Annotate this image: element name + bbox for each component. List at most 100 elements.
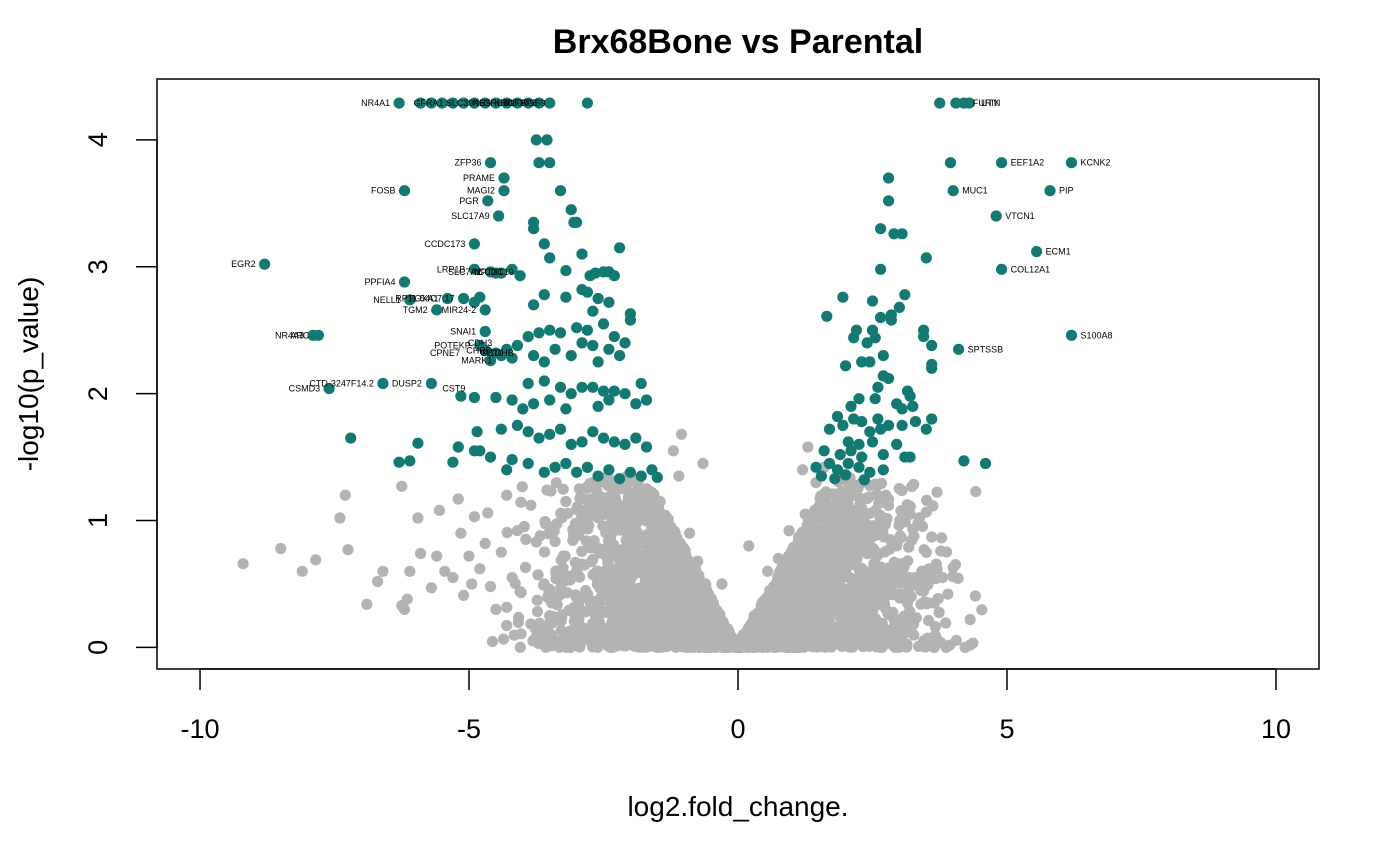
nonsignificant-point — [807, 527, 819, 539]
y-tick-label: 1 — [83, 513, 113, 528]
significant-point — [576, 337, 588, 349]
nonsignificant-point — [618, 637, 630, 650]
nonsignificant-point — [866, 603, 879, 616]
nonsignificant-point — [690, 635, 702, 647]
nonsignificant-point — [665, 521, 677, 533]
significant-point — [872, 413, 884, 425]
significant-point — [511, 419, 523, 431]
nonsignificant-point — [855, 628, 867, 640]
significant-point — [522, 426, 534, 438]
nonsignificant-point — [928, 597, 941, 609]
significant-point — [624, 314, 637, 326]
nonsignificant-point — [928, 641, 940, 654]
significant-point — [875, 263, 887, 275]
nonsignificant-point — [893, 619, 906, 631]
nonsignificant-point — [603, 476, 615, 488]
nonsignificant-point — [482, 507, 494, 519]
nonsignificant-point — [861, 572, 873, 584]
nonsignificant-point — [802, 441, 814, 453]
nonsignificant-point — [596, 509, 608, 521]
nonsignificant-point — [579, 559, 591, 571]
nonsignificant-point — [412, 512, 424, 524]
nonsignificant-point — [897, 636, 909, 648]
significant-point — [560, 403, 572, 415]
nonsignificant-point — [486, 636, 499, 648]
gene-label: VTCN1 — [1005, 211, 1035, 221]
significant-point — [635, 377, 647, 390]
nonsignificant-point — [940, 617, 952, 629]
nonsignificant-point — [616, 614, 628, 627]
significant-point — [608, 385, 620, 397]
significant-point — [538, 375, 550, 387]
nonsignificant-point — [857, 589, 869, 602]
nonsignificant-point — [772, 624, 784, 637]
nonsignificant-point — [652, 627, 664, 639]
x-tick-label: 10 — [1261, 714, 1291, 744]
significant-point — [926, 339, 938, 352]
significant-point — [603, 296, 615, 308]
nonsignificant-point — [805, 572, 817, 584]
nonsignificant-point — [555, 615, 567, 627]
gene-label: POTEKP — [434, 341, 471, 351]
nonsignificant-point — [793, 573, 805, 585]
nonsignificant-point — [667, 445, 680, 457]
nonsignificant-point — [926, 531, 938, 543]
nonsignificant-point — [520, 533, 532, 546]
nonsignificant-point — [515, 496, 527, 508]
nonsignificant-point — [568, 602, 580, 614]
significant-point — [501, 343, 513, 355]
nonsignificant-point — [920, 546, 932, 558]
nonsignificant-point — [646, 521, 658, 533]
significant-point — [501, 464, 513, 476]
nonsignificant-point — [856, 502, 868, 514]
nonsignificant-point — [651, 616, 663, 628]
nonsignificant-point — [684, 527, 696, 539]
nonsignificant-point — [635, 603, 647, 616]
significant-point — [479, 304, 491, 316]
significant-point — [398, 276, 411, 288]
significant-point — [571, 322, 583, 334]
significant-points — [259, 97, 1078, 486]
significant-point — [506, 263, 518, 275]
significant-point — [953, 343, 965, 355]
nonsignificant-point — [839, 587, 852, 599]
nonsignificant-point — [959, 641, 971, 654]
significant-point — [544, 157, 556, 169]
nonsignificant-point — [855, 637, 867, 649]
plot-frame — [156, 78, 1320, 670]
nonsignificant-point — [540, 641, 552, 653]
significant-point — [858, 474, 871, 486]
nonsignificant-point — [877, 563, 889, 575]
gene-label: CHRD — [466, 346, 492, 356]
significant-point — [861, 337, 873, 349]
nonsignificant-point — [501, 489, 513, 501]
nonsignificant-point — [479, 537, 491, 550]
nonsignificant-point — [673, 546, 685, 558]
nonsignificant-point — [584, 598, 597, 610]
gene-label: ZFP36 — [454, 158, 481, 168]
nonsignificant-point — [561, 587, 573, 599]
nonsignificant-point — [622, 584, 634, 596]
significant-point — [455, 390, 467, 402]
nonsignificant-point — [591, 485, 603, 497]
significant-point — [538, 356, 550, 368]
significant-point — [829, 473, 841, 485]
significant-point — [484, 451, 497, 463]
gene-label: COL12A1 — [1011, 264, 1051, 274]
nonsignificant-point — [490, 603, 502, 616]
gene-label: FURIN — [973, 98, 1001, 108]
nonsignificant-point — [855, 612, 867, 624]
nonsignificant-point — [632, 621, 645, 634]
nonsignificant-point — [792, 536, 804, 548]
significant-point — [425, 97, 437, 109]
nonsignificant-point — [907, 618, 919, 630]
x-tick-label: -5 — [457, 714, 481, 744]
y-tick-label: 3 — [83, 259, 113, 274]
significant-point — [869, 332, 881, 344]
gene-label: NR4A1 — [361, 98, 390, 108]
gene-label: PGR — [459, 196, 479, 206]
significant-point — [918, 331, 930, 343]
significant-point — [875, 311, 887, 324]
gene-label: NELL1 — [373, 295, 401, 305]
significant-point — [490, 97, 502, 109]
